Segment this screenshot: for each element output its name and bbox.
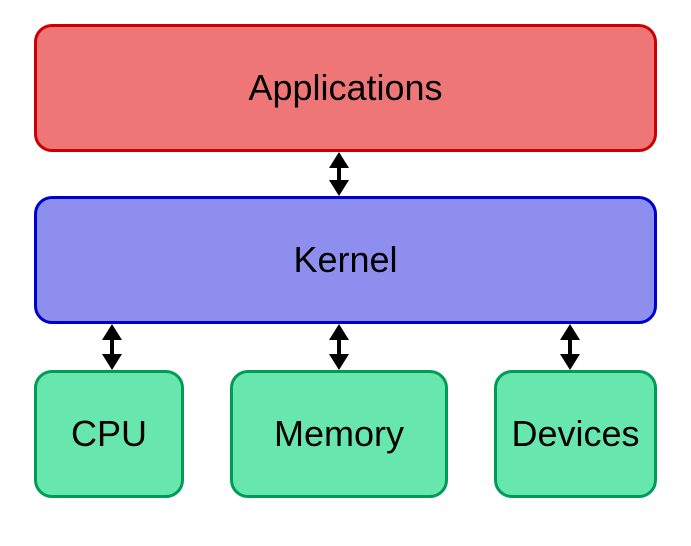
memory-label: Memory <box>274 413 404 455</box>
memory-box: Memory <box>230 370 448 498</box>
devices-label: Devices <box>511 413 639 455</box>
cpu-box: CPU <box>34 370 184 498</box>
kernel-memory-arrow-icon <box>327 324 351 370</box>
kernel-architecture-diagram: Applications Kernel CPU Memory Devices <box>34 24 658 522</box>
applications-label: Applications <box>248 67 442 109</box>
kernel-label: Kernel <box>293 239 397 281</box>
kernel-devices-arrow-icon <box>558 324 582 370</box>
kernel-box: Kernel <box>34 196 657 324</box>
apps-kernel-arrow-icon <box>327 152 351 196</box>
devices-box: Devices <box>494 370 657 498</box>
kernel-cpu-arrow-icon <box>100 324 124 370</box>
cpu-label: CPU <box>71 413 147 455</box>
applications-box: Applications <box>34 24 657 152</box>
